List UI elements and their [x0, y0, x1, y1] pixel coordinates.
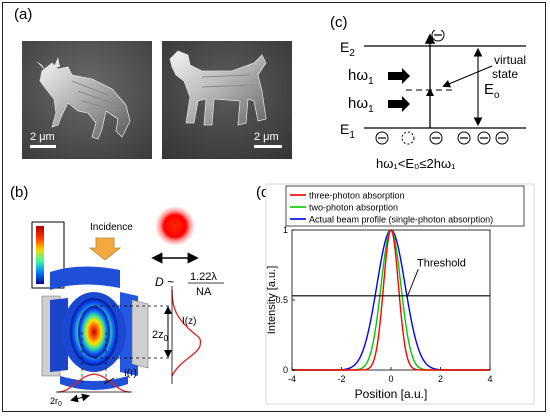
x-tick-label: -4	[288, 374, 296, 384]
hole	[401, 131, 415, 145]
figure-frame	[2, 2, 546, 412]
sem-dog-drawing	[162, 41, 292, 159]
eo-label: Eo	[484, 81, 500, 101]
incidence-label: Incidence	[90, 222, 133, 233]
legend: three-photon absorption two-photon absorp…	[285, 185, 525, 227]
virtual-label: virtual	[494, 53, 526, 67]
threshold-label: Threshold	[417, 257, 466, 269]
sem-image-bull: 2 μm	[22, 41, 152, 159]
ir-label: I(r)	[124, 368, 137, 379]
sem-bull-drawing	[22, 41, 152, 159]
y-tick-label: 0	[283, 365, 288, 375]
z0-label: 2z0	[152, 329, 169, 343]
iz-profile	[171, 289, 202, 377]
tick-group: -4 -2 0 2 4 0 0.5 1	[275, 225, 492, 384]
photon-label: hω1	[348, 95, 374, 115]
scale-bar	[254, 145, 282, 148]
plot-area	[291, 229, 491, 371]
incidence-arrow	[88, 237, 122, 261]
scale-bar	[30, 145, 56, 148]
y-tick-label: 0.5	[275, 295, 288, 305]
series-line	[292, 228, 490, 371]
r0-label: 2r0	[50, 396, 62, 406]
sem-image-dog: 2 μm	[162, 41, 292, 159]
legend-label: three-photon absorption	[309, 191, 405, 201]
x-tick-label: 0	[388, 374, 393, 384]
legend-label: Actual beam profile (single-photon absor…	[309, 215, 493, 225]
series-group	[292, 228, 490, 371]
photon-arrow	[388, 68, 410, 84]
e2-label: E2	[340, 39, 355, 59]
e1-label: E1	[340, 121, 355, 141]
formula-numerator: 1.22λ	[190, 271, 217, 283]
focal-spot	[155, 206, 195, 246]
photon-label: hω1	[348, 67, 374, 87]
y-tick-label: 1	[283, 225, 288, 235]
r0-arrow	[70, 393, 90, 403]
panel-b-label: (b)	[10, 184, 29, 201]
legend-label: two-photon absorption	[309, 203, 398, 213]
intensity-chart: Threshold -4 -2 0 2 4 0 0.5 1 Position [a.u.] I…	[265, 183, 535, 405]
legend-box	[285, 185, 525, 227]
formula-lhs: D ~	[155, 275, 174, 289]
iz-label: I(z)	[182, 316, 196, 327]
condition-label: hω₁<E₀≤2hω₁	[376, 156, 456, 171]
x-tick-label: 4	[487, 374, 492, 384]
formula-denominator: NA	[196, 286, 212, 298]
threshold-pointer	[406, 269, 419, 298]
colorbar	[36, 226, 44, 284]
scale-label: 2 μm	[30, 131, 55, 143]
x-axis-title: Position [a.u.]	[355, 387, 428, 401]
panel-c-label: (c)	[330, 14, 348, 31]
ir-profile	[57, 373, 131, 393]
virtual-pointer	[442, 65, 493, 88]
virtual-label: state	[492, 67, 518, 81]
y-axis-title: Intensity [a.u.]	[266, 266, 278, 334]
energy-level-diagram: E2 E1 hω1 hω1 virtual state Eo hω₁<E₀≤2h…	[340, 30, 526, 171]
panel-a-label: (a)	[14, 6, 33, 23]
focal-spot-diagram: Incidence D ~ 1.22λ NA 2z0 I(z) I(r) 2r0	[31, 206, 224, 406]
x-tick-label: 2	[438, 374, 443, 384]
photon-arrow	[388, 96, 410, 112]
scale-label: 2 μm	[254, 131, 279, 143]
x-tick-label: -2	[337, 374, 345, 384]
focal-volume	[41, 266, 149, 390]
